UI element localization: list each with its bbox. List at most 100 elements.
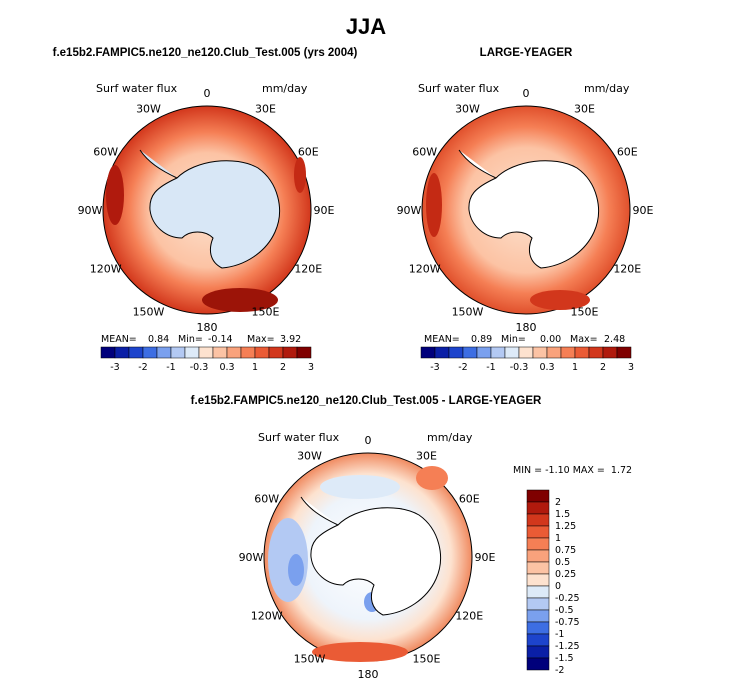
colorbar-tick-label: 2 (555, 497, 561, 508)
longitude-label: 120W (90, 263, 122, 276)
panel-model-colorbar: -3 -2 -1 -0.3 0.3 1 2 3 (100, 346, 314, 373)
stat-max-value: 3.92 (280, 334, 301, 345)
stat-min-label: Min= (178, 334, 203, 345)
panel-model-stats: MEAN= 0.84 Min= -0.14 Max= 3.92 (101, 334, 301, 345)
colorbar-swatch (526, 633, 550, 647)
colorbar-swatch (526, 561, 550, 575)
colorbar-swatch (560, 346, 576, 359)
colorbar-swatch (526, 537, 550, 551)
longitude-label: 150E (413, 652, 441, 665)
colorbar-swatch (476, 346, 492, 359)
colorbar-tick-label: -0.75 (555, 617, 580, 628)
colorbar-swatch (526, 597, 550, 611)
colorbar-tick-label: -1.25 (555, 641, 580, 652)
figure-title: JJA (346, 14, 386, 39)
longitude-label: 30W (297, 450, 322, 463)
colorbar-swatch (282, 346, 298, 359)
colorbar-swatch (212, 346, 228, 359)
panel-model-antarctica (139, 149, 280, 269)
panel-obs-patches (426, 173, 590, 310)
panel-model: f.e15b2.FAMPIC5.ne120_ne120.Club_Test.00… (53, 47, 358, 373)
panel-obs-stats: MEAN= 0.89 Min= 0.00 Max= 2.48 (424, 334, 625, 345)
patch-dark (294, 157, 306, 193)
longitude-label: 180 (516, 321, 537, 334)
longitude-label: 180 (358, 668, 379, 681)
colorbar-swatch (254, 346, 270, 359)
colorbar-tick-label: 2 (600, 362, 606, 373)
patch-red (312, 642, 408, 662)
colorbar-swatch (226, 346, 242, 359)
colorbar-swatch (526, 621, 550, 635)
longitude-label: 90E (475, 551, 496, 564)
panel-diff-map: 0 30E 60E 90E 120E 150E 180 150W 120W 90W 60W 30W (239, 434, 496, 681)
colorbar-tick-label: 1 (555, 533, 561, 544)
colorbar-tick-label: 0.75 (555, 545, 576, 556)
longitude-label: 60E (298, 146, 319, 159)
longitude-label: 120E (294, 263, 322, 276)
longitude-label: 30E (255, 103, 276, 116)
colorbar-swatch (504, 346, 520, 359)
colorbar-swatch (296, 346, 312, 359)
colorbar-swatch (526, 645, 550, 659)
colorbar-swatch (100, 346, 116, 359)
stat-mean-value: 0.84 (148, 334, 169, 345)
panel-diff-antarctica (300, 496, 441, 616)
panel-obs-colorbar: -3 -2 -1 -0.3 0.3 1 2 3 (420, 346, 634, 373)
patch-dark (530, 290, 590, 310)
colorbar-swatch (526, 609, 550, 623)
longitude-label: 30E (416, 450, 437, 463)
colorbar-tick-label: 0.3 (219, 362, 234, 373)
colorbar-tick-label: -2 (555, 665, 564, 676)
colorbar-swatch (546, 346, 562, 359)
colorbar-tick-label: 1 (252, 362, 258, 373)
colorbar-tick-label: -2 (138, 362, 147, 373)
longitude-label: 120W (409, 263, 441, 276)
colorbar-swatch (268, 346, 284, 359)
longitude-label: 30W (455, 103, 480, 116)
colorbar-tick-label: 1.5 (555, 509, 570, 520)
panel-diff-variable: Surf water flux (258, 431, 340, 444)
longitude-label: 90W (78, 204, 103, 217)
panel-diff-title: f.e15b2.FAMPIC5.ne120_ne120.Club_Test.00… (191, 395, 542, 407)
colorbar-tick-label: -0.25 (555, 593, 580, 604)
colorbar-swatch (462, 346, 478, 359)
colorbar-tick-label: -0.3 (190, 362, 209, 373)
panel-obs-variable: Surf water flux (418, 82, 500, 95)
longitude-label: 0 (204, 87, 211, 100)
panel-diff-minmax: MIN = -1.10 MAX = 1.72 (513, 465, 632, 476)
colorbar-swatch (434, 346, 450, 359)
patch-dark (202, 288, 278, 312)
panel-diff-units: mm/day (427, 431, 473, 444)
longitude-label: 90W (239, 551, 264, 564)
panel-model-units: mm/day (262, 82, 308, 95)
colorbar-tick-label: -2 (458, 362, 467, 373)
colorbar-swatch (526, 501, 550, 515)
colorbar-swatch (526, 525, 550, 539)
longitude-label: 60W (412, 146, 437, 159)
longitude-label: 60W (254, 493, 279, 506)
longitude-label: 30W (136, 103, 161, 116)
longitude-label: 60E (617, 146, 638, 159)
longitude-label: 150E (252, 305, 280, 318)
longitude-label: 90E (633, 204, 654, 217)
colorbar-swatch (574, 346, 590, 359)
colorbar-tick-label: 0.5 (555, 557, 570, 568)
colorbar-swatch (156, 346, 172, 359)
colorbar-swatch (420, 346, 436, 359)
panel-model-variable: Surf water flux (96, 82, 178, 95)
colorbar-swatch (526, 513, 550, 527)
longitude-label: 120W (251, 610, 283, 623)
patch-blue (320, 475, 400, 499)
colorbar-swatch (616, 346, 632, 359)
colorbar-tick-label: 1 (572, 362, 578, 373)
patch-dark (426, 173, 442, 237)
stat-min-label: Min= (501, 334, 526, 345)
colorbar-swatch (526, 573, 550, 587)
colorbar-swatch (114, 346, 130, 359)
longitude-label: 150W (294, 652, 326, 665)
patch-blue (288, 554, 304, 586)
colorbar-swatch (448, 346, 464, 359)
colorbar-tick-label: -0.3 (510, 362, 529, 373)
colorbar-swatch (526, 549, 550, 563)
